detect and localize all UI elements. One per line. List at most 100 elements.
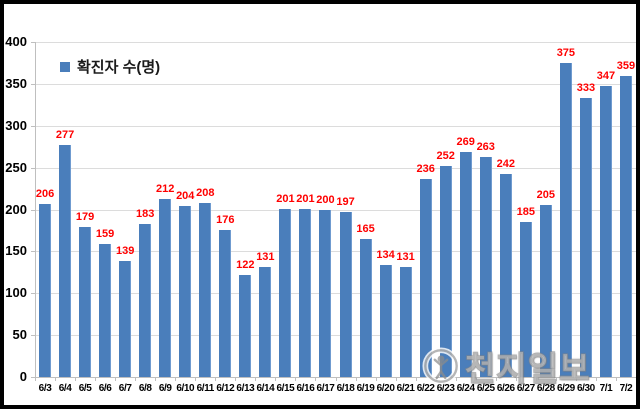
y-axis-tick-label: 150 [5, 243, 27, 259]
bar-value-label: 176 [216, 213, 235, 226]
x-axis-tick-label: 6/6 [98, 383, 112, 394]
x-axis-tick-label: 6/23 [436, 383, 455, 394]
y-axis-tick-label: 250 [5, 159, 27, 175]
bar-value-label: 236 [416, 163, 435, 176]
bar [79, 227, 92, 377]
bar-value-label: 277 [55, 129, 75, 141]
bar-value-label: 165 [356, 222, 375, 235]
bar-value-label: 204 [176, 190, 195, 203]
x-axis-tick-label: 6/24 [456, 383, 475, 394]
bar [519, 222, 532, 377]
y-axis-tick [31, 335, 35, 337]
bar-value-label: 179 [75, 211, 95, 224]
x-axis-tick-label: 6/30 [576, 383, 595, 394]
x-axis-tick [435, 378, 437, 381]
y-axis-tick [31, 251, 35, 253]
y-axis-tick [31, 377, 35, 378]
x-axis-tick [455, 378, 457, 381]
x-axis-tick-label: 6/29 [556, 383, 575, 394]
gridline [35, 209, 636, 211]
legend-label: 확진자 수(명) [77, 59, 161, 76]
bar [239, 274, 252, 377]
bar-value-label: 269 [456, 135, 475, 148]
x-axis-tick [295, 378, 297, 381]
x-axis-tick [415, 378, 417, 381]
bar [419, 179, 432, 377]
x-axis-tick-label: 6/9 [158, 383, 172, 394]
bar-value-label: 263 [476, 140, 495, 153]
bar-value-label: 208 [196, 186, 215, 199]
x-axis-tick [535, 378, 537, 381]
bar-value-label: 205 [536, 189, 556, 202]
bar-value-label: 183 [135, 207, 155, 220]
x-axis-tick [55, 378, 57, 381]
x-axis-tick [615, 378, 617, 381]
bar [619, 76, 632, 377]
x-axis-tick [335, 378, 337, 381]
x-axis-tick [395, 378, 397, 381]
x-axis-tick-label: 6/28 [536, 383, 555, 394]
gridline [35, 125, 636, 127]
bar-value-label: 212 [156, 183, 175, 196]
bar-value-label: 201 [296, 192, 315, 205]
bar-value-label: 206 [35, 188, 55, 201]
bar-value-label: 134 [376, 248, 395, 261]
bar [59, 145, 72, 377]
x-axis-tick-label: 6/5 [78, 383, 92, 394]
x-axis-tick [215, 378, 217, 381]
x-axis-tick-label: 6/3 [38, 383, 52, 394]
bar-value-label: 185 [516, 206, 535, 219]
bar [219, 229, 232, 377]
y-axis-tick [31, 125, 35, 127]
bar [459, 151, 472, 377]
x-axis-tick [175, 378, 177, 381]
bar-value-label: 139 [115, 244, 135, 257]
gridline [35, 293, 636, 295]
x-axis-tick-label: 6/11 [196, 383, 215, 394]
x-axis-tick [195, 378, 197, 381]
bar-value-label: 333 [576, 82, 596, 95]
x-axis-tick [315, 378, 317, 381]
x-axis-tick [636, 378, 637, 381]
bar [299, 208, 312, 377]
x-axis-tick [575, 378, 577, 381]
y-axis-tick-label: 400 [5, 34, 27, 49]
x-axis-tick [595, 378, 597, 381]
bar [439, 165, 452, 377]
bar [479, 156, 492, 377]
x-axis-tick [95, 378, 97, 381]
x-axis-tick [515, 378, 517, 381]
x-axis-tick-label: 6/12 [216, 383, 235, 394]
x-axis-tick [115, 378, 117, 381]
bar [539, 205, 552, 377]
x-axis-tick [555, 378, 557, 381]
bar [559, 62, 572, 377]
y-axis-tick [31, 83, 35, 85]
y-axis-line [35, 42, 36, 377]
gridline [35, 251, 636, 253]
y-axis-tick [31, 293, 35, 295]
x-axis-tick-label: 6/19 [356, 383, 375, 394]
x-axis-tick-label: 6/25 [476, 383, 495, 394]
x-axis-tick-label: 6/15 [276, 383, 295, 394]
bar [179, 206, 192, 377]
bar [99, 243, 112, 377]
x-axis-tick-label: 7/1 [599, 383, 613, 394]
y-axis-tick-label: 300 [5, 117, 27, 133]
chart-canvas: 0 50 100 150 200 250 300 350 400 206 6/3 277 6/4 179 6… [4, 4, 636, 405]
x-axis-tick [375, 378, 377, 381]
x-axis-line [35, 377, 636, 378]
bar-value-label: 197 [336, 196, 355, 208]
x-axis-tick-label: 6/13 [236, 383, 255, 394]
x-axis-tick-label: 6/22 [416, 383, 435, 394]
y-axis-tick [31, 209, 35, 211]
bar-value-label: 359 [616, 60, 636, 73]
bar [339, 212, 352, 377]
bar-value-label: 252 [436, 149, 455, 162]
y-axis-tick-label: 100 [5, 285, 27, 301]
bar [399, 267, 412, 377]
bar-value-label: 131 [256, 251, 275, 264]
x-axis-tick [275, 378, 277, 381]
x-axis-tick-label: 6/26 [496, 383, 515, 394]
